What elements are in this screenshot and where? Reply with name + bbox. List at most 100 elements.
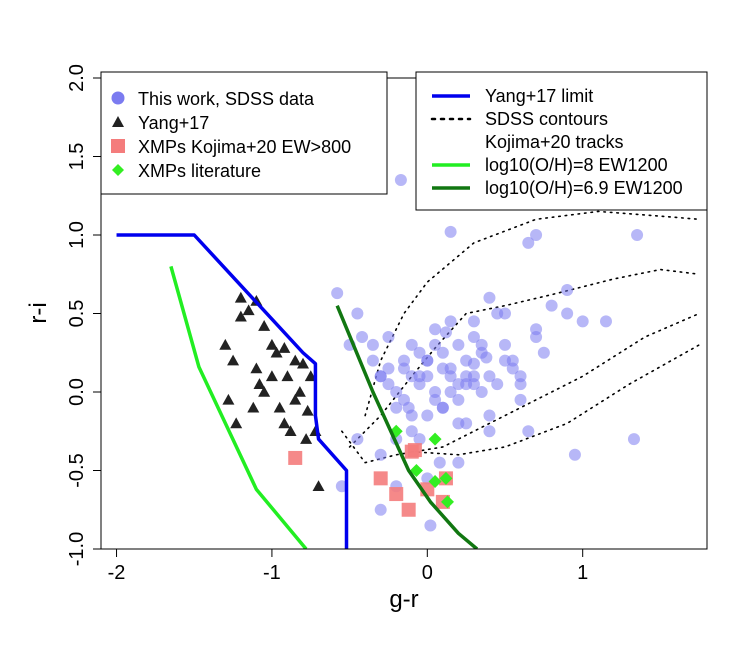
yang17-point — [219, 338, 232, 350]
sdss-point — [429, 393, 442, 406]
sdss-point — [483, 370, 496, 383]
legend-left-label: XMPs Kojima+20 EW>800 — [138, 137, 351, 157]
yang17-point — [258, 320, 271, 331]
sdss-point — [413, 378, 426, 391]
yang17-point — [270, 346, 283, 358]
kojima20-point — [373, 471, 388, 486]
kojima20-point — [389, 487, 404, 502]
x-axis: -2 -1 0 1 — [108, 549, 588, 584]
yang17-point — [300, 433, 313, 444]
y-tick-label: 2.0 — [66, 64, 88, 92]
sdss-point — [351, 433, 364, 446]
sdss-point — [444, 386, 457, 398]
legend-right-label: Yang+17 limit — [485, 86, 593, 106]
legend-marker-diamond — [112, 164, 124, 176]
sdss-point — [480, 351, 493, 364]
yang17-point — [273, 401, 286, 413]
sdss-point — [390, 401, 403, 414]
legend-right-label: Kojima+20 tracks — [485, 132, 624, 152]
yang17-point — [278, 417, 291, 429]
sdss-point — [374, 503, 387, 516]
sdss-point — [499, 338, 511, 351]
sdss-point — [444, 225, 457, 238]
model-lines — [116, 233, 479, 549]
yang17-point — [297, 357, 309, 369]
sdss-contours — [341, 210, 701, 464]
y-tick-label: -1.0 — [66, 532, 88, 566]
legend-left-label: This work, SDSS data — [138, 89, 315, 109]
sdss-point — [452, 393, 465, 406]
sdss-point — [405, 425, 418, 438]
legend-left-box — [100, 71, 388, 195]
sdss-point — [467, 331, 480, 344]
yang17-point — [284, 425, 297, 437]
yang17-point — [253, 378, 266, 389]
sdss-point — [506, 362, 519, 375]
sdss-point — [429, 338, 442, 351]
y-tick-label: 0.0 — [66, 378, 88, 406]
sdss-contour-line — [364, 210, 701, 417]
yang17-point — [258, 386, 271, 397]
kojima20-point — [288, 450, 303, 465]
sdss-contour-line — [341, 312, 701, 464]
sdss-point — [413, 346, 426, 359]
sdss-point — [452, 456, 465, 469]
legend-right-label: log10(O/H)=8 EW1200 — [485, 155, 668, 175]
sdss-point — [366, 338, 379, 351]
yang17-point — [301, 404, 314, 416]
sdss-point — [627, 433, 640, 446]
sdss-point — [413, 433, 426, 446]
sdss-point — [561, 283, 574, 296]
sdss-point — [576, 315, 589, 328]
sdss-point — [433, 456, 446, 469]
sdss-point — [444, 362, 457, 375]
sdss-point — [522, 425, 535, 438]
xmp-literature-point — [439, 471, 453, 485]
sdss-point — [537, 346, 550, 359]
sdss-point — [394, 174, 407, 187]
yang17-point — [222, 393, 235, 405]
sdss-point — [405, 370, 418, 383]
legend-right-label: log10(O/H)=6.9 EW1200 — [485, 178, 683, 198]
sdss-point — [439, 326, 452, 339]
sdss-point — [499, 307, 511, 320]
sdss-point — [374, 370, 387, 383]
sdss-point — [631, 229, 644, 241]
legend-marker-square — [111, 139, 125, 153]
sdss-point — [390, 386, 403, 398]
sdss-point — [514, 378, 527, 391]
sdss-point — [421, 354, 434, 367]
sdss-point — [467, 315, 480, 328]
yang17-point — [265, 338, 278, 350]
yang17-point — [281, 370, 294, 382]
sdss-point — [467, 378, 480, 391]
legend-marker-circle — [111, 91, 125, 105]
sdss-point — [444, 315, 457, 328]
model-line — [116, 233, 349, 549]
legend-marker-triangle — [112, 116, 124, 127]
sdss-point — [530, 229, 543, 241]
x-axis-label: g-r — [389, 586, 418, 613]
sdss-point — [331, 287, 344, 300]
sdss-point — [429, 323, 442, 336]
legend-left-label: XMPs literature — [138, 161, 261, 181]
sdss-point — [421, 409, 434, 422]
sdss-point — [436, 346, 449, 359]
yang17-point — [265, 370, 278, 382]
x-tick-label: 1 — [577, 562, 588, 584]
yang17-point — [227, 354, 240, 366]
yang17-point — [247, 401, 260, 413]
sdss-point — [491, 378, 504, 391]
sdss-point — [402, 401, 415, 414]
kojima20-point — [401, 502, 416, 517]
sdss-point — [483, 409, 496, 422]
sdss-point — [382, 378, 395, 391]
y-axis: -1.0 -0.5 0.0 0.5 1.0 1.5 2.0 — [66, 64, 101, 566]
sdss-point — [351, 307, 364, 320]
sdss-point — [483, 291, 496, 304]
x-tick-label: 0 — [422, 562, 433, 584]
sdss-point — [436, 401, 449, 414]
y-tick-label: -0.5 — [66, 453, 88, 487]
y-tick-label: 1.5 — [66, 143, 88, 171]
